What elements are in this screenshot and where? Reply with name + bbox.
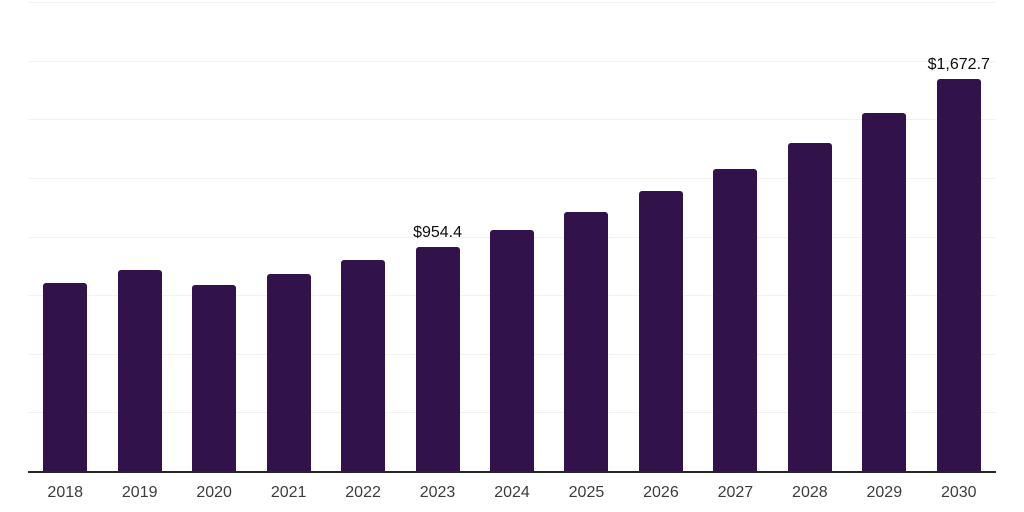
bar-2025	[564, 212, 609, 471]
x-tick-label-2022: 2022	[345, 484, 381, 501]
x-tick-label-2026: 2026	[643, 484, 679, 501]
gridline-2000	[28, 2, 996, 3]
bar-2024	[490, 229, 534, 471]
x-tick-label-2025: 2025	[568, 484, 605, 501]
bar-2023	[415, 247, 460, 471]
data-label-2023: $954.4	[413, 224, 462, 242]
bar-2018	[43, 283, 88, 471]
bar-2028	[787, 143, 832, 471]
bar-2022	[341, 259, 386, 471]
x-axis-line	[28, 471, 996, 473]
x-tick-label-2023: 2023	[419, 484, 456, 501]
x-tick-label-2028: 2028	[792, 484, 828, 501]
bar-2030	[936, 78, 981, 471]
x-tick-label-2019: 2019	[121, 484, 158, 501]
x-tick-label-2021: 2021	[270, 484, 307, 501]
gridline-1750	[28, 60, 996, 62]
x-tick-label-2024: 2024	[494, 484, 530, 501]
x-tick-label-2029: 2029	[866, 484, 903, 501]
x-tick-label-2027: 2027	[717, 484, 754, 501]
gridline-1250	[28, 177, 996, 179]
data-label-2030: $1,672.7	[927, 55, 990, 73]
gridline-1500	[28, 119, 996, 121]
x-tick-label-2020: 2020	[196, 484, 232, 501]
x-tick-label-2018: 2018	[47, 484, 84, 501]
bar-2026	[638, 191, 683, 471]
bar-2020	[192, 285, 237, 471]
bar-2019	[117, 269, 162, 471]
bar-2021	[266, 274, 311, 471]
bar-2027	[713, 168, 758, 471]
x-tick-label-2030: 2030	[940, 484, 977, 501]
bar-2029	[862, 113, 907, 471]
